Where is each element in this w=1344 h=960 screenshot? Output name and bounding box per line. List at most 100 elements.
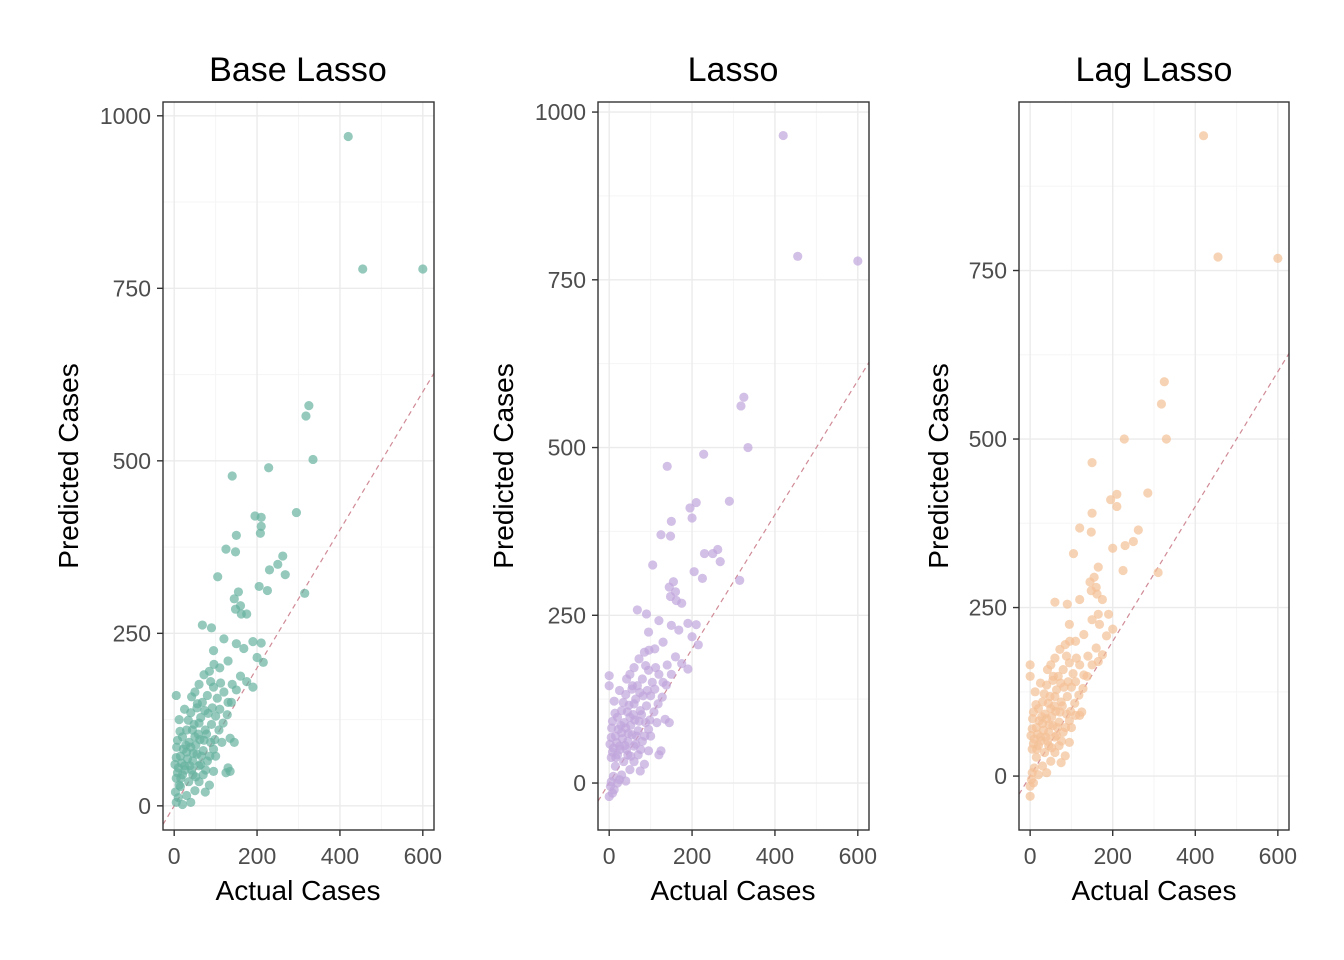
data-point	[1068, 669, 1078, 679]
data-point	[343, 131, 353, 142]
data-point	[627, 681, 637, 691]
data-point	[231, 685, 241, 695]
data-point	[1085, 577, 1095, 587]
data-point	[614, 775, 625, 785]
data-point	[1087, 508, 1097, 518]
data-point	[209, 659, 219, 669]
data-point	[186, 692, 197, 702]
data-point	[604, 791, 614, 802]
data-point	[304, 401, 314, 411]
data-point	[221, 544, 231, 554]
y-tick-label: 750	[969, 258, 1007, 284]
x-tick-label: 0	[168, 843, 181, 869]
data-point	[739, 392, 749, 402]
data-point	[258, 657, 268, 667]
data-point	[280, 570, 290, 580]
data-point	[208, 766, 219, 776]
data-point	[666, 669, 676, 679]
data-point	[1101, 631, 1112, 641]
data-point	[213, 572, 223, 582]
data-point	[1119, 434, 1129, 444]
data-point	[214, 725, 224, 735]
data-point	[623, 728, 633, 738]
x-tick-label: 200	[1094, 843, 1132, 869]
y-tick-label: 500	[113, 448, 151, 474]
data-point	[1063, 677, 1073, 687]
x-tick-label: 400	[321, 843, 359, 869]
data-point	[1083, 651, 1093, 661]
x-tick-label: 400	[1176, 843, 1214, 869]
data-point	[183, 715, 193, 725]
data-point	[255, 528, 265, 538]
data-point	[724, 496, 734, 506]
data-point	[683, 664, 693, 674]
data-point	[635, 687, 645, 698]
data-point	[662, 660, 672, 670]
data-point	[658, 637, 668, 647]
reference-line	[162, 372, 435, 825]
data-point	[615, 744, 625, 755]
data-point	[1066, 706, 1076, 716]
y-tick-label: 750	[113, 275, 151, 301]
data-point	[1112, 501, 1122, 512]
panel-border	[1018, 101, 1290, 831]
data-point	[1051, 685, 1062, 695]
x-tick-label: 600	[1259, 843, 1297, 869]
data-point	[1061, 722, 1071, 733]
data-point	[200, 787, 210, 797]
data-point	[689, 567, 699, 577]
data-point	[301, 411, 311, 421]
data-point	[174, 780, 184, 790]
data-point	[1049, 701, 1059, 711]
data-point	[636, 709, 647, 720]
data-point	[1058, 664, 1068, 675]
data-point	[192, 699, 202, 709]
data-point	[1042, 664, 1053, 675]
data-point	[206, 623, 217, 633]
data-point	[637, 674, 647, 684]
data-point	[208, 645, 219, 656]
y-tick-label: 1000	[535, 99, 586, 125]
data-point	[186, 765, 197, 775]
data-point	[1030, 687, 1040, 697]
data-point	[205, 751, 215, 761]
data-point	[256, 512, 266, 523]
data-point	[1106, 495, 1116, 505]
data-point	[1082, 671, 1092, 681]
data-point	[208, 744, 219, 754]
data-point	[1028, 707, 1039, 717]
data-point	[170, 787, 181, 797]
data-point	[648, 560, 658, 570]
data-point	[1068, 549, 1079, 559]
data-point	[1108, 543, 1118, 553]
x-axis-title: Actual Cases	[651, 875, 816, 906]
data-point	[207, 703, 217, 713]
data-point	[358, 264, 368, 274]
data-point	[641, 661, 651, 671]
data-point	[661, 680, 671, 690]
data-point	[1093, 609, 1103, 619]
data-point	[670, 652, 681, 662]
data-point	[206, 677, 216, 687]
data-point	[652, 718, 662, 728]
data-point	[1034, 716, 1044, 726]
data-point	[1074, 690, 1084, 700]
data-point	[687, 632, 697, 642]
data-point	[697, 573, 708, 583]
data-point	[1075, 523, 1085, 533]
data-point	[242, 677, 252, 687]
data-point	[262, 585, 273, 596]
data-point	[607, 747, 618, 757]
data-point	[300, 588, 310, 598]
data-point	[1033, 770, 1044, 780]
x-tick-label: 600	[404, 843, 442, 869]
data-point	[186, 797, 196, 807]
data-point	[215, 704, 225, 714]
data-point	[219, 634, 229, 644]
data-point	[1161, 434, 1171, 444]
data-point	[708, 548, 718, 559]
data-point	[613, 724, 623, 734]
data-point	[1070, 698, 1080, 708]
data-point	[196, 751, 207, 761]
data-point	[645, 715, 655, 725]
